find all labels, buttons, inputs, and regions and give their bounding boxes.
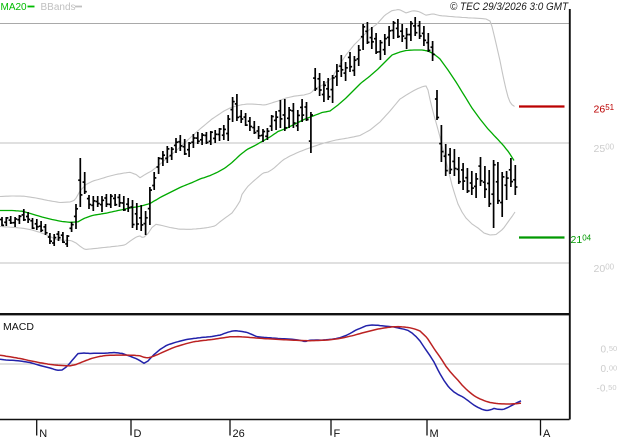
svg-text:0.50: 0.50	[601, 344, 618, 356]
svg-text:-0.50: -0.50	[597, 383, 617, 395]
svg-text:26: 26	[233, 428, 245, 440]
svg-text:N: N	[39, 428, 47, 440]
svg-text:MACD: MACD	[3, 321, 34, 333]
svg-text:A: A	[543, 428, 551, 440]
svg-text:D: D	[134, 428, 142, 440]
svg-text:BBands: BBands	[41, 2, 76, 13]
svg-text:F: F	[334, 428, 341, 440]
svg-text:© TEC 29/3/2026 3:0 GMT: © TEC 29/3/2026 3:0 GMT	[450, 1, 569, 13]
svg-text:MA20: MA20	[1, 2, 28, 13]
svg-text:0.00: 0.00	[601, 363, 618, 375]
svg-text:M: M	[430, 428, 439, 440]
